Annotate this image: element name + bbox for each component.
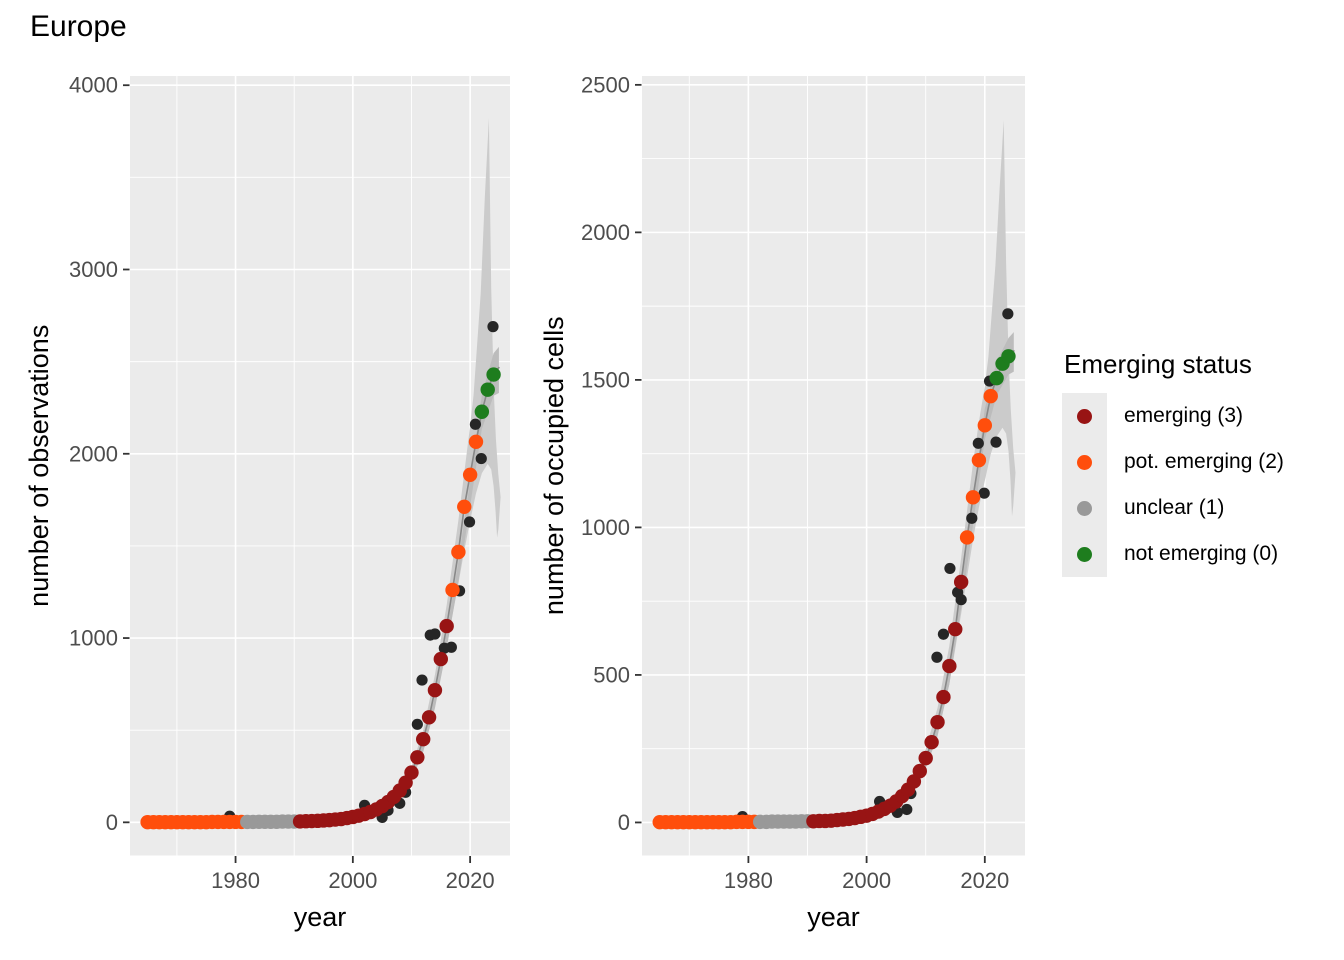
svg-text:1500: 1500 [581, 367, 630, 392]
legend-item-label: unclear (1) [1124, 496, 1225, 519]
legend-items: emerging (3) pot. emerging (2) unclear (1)… [1062, 393, 1344, 577]
fitted-points [652, 349, 1016, 830]
svg-text:1980: 1980 [211, 868, 260, 893]
y-axis: 0 1000 2000 3000 4000 number of observations [24, 73, 130, 835]
legend-item-label: pot. emerging (2) [1124, 450, 1284, 473]
legend-item-label: not emerging (0) [1124, 542, 1279, 565]
svg-text:3000: 3000 [69, 257, 118, 282]
svg-text:2020: 2020 [960, 868, 1009, 893]
panel-occupied-cells: 1980 2000 2020 year 0 500 1000 1500 2000 2500 numb… [539, 72, 1025, 932]
legend-item-unclear: unclear (1) [1062, 485, 1344, 531]
legend-item-pot-emerging: pot. emerging (2) [1062, 439, 1344, 485]
x-axis: 1980 2000 2020 year [724, 856, 1009, 932]
legend-item-not-emerging: not emerging (0) [1062, 531, 1344, 577]
plot-title: Europe [30, 10, 127, 43]
panel-observations: 1980 2000 2020 year 0 1000 2000 3000 4000 number … [24, 73, 510, 932]
legend-item-emerging: emerging (3) [1062, 393, 1344, 439]
x-axis: 1980 2000 2020 year [211, 856, 495, 932]
svg-text:2000: 2000 [842, 868, 891, 893]
svg-text:2500: 2500 [581, 72, 630, 97]
y-axis-title: number of occupied cells [539, 316, 569, 615]
svg-text:4000: 4000 [69, 73, 118, 98]
legend: Emerging status emerging (3) pot. emergin… [1062, 349, 1344, 577]
legend-key [1062, 531, 1107, 577]
svg-text:2000: 2000 [581, 220, 630, 245]
confidence-ribbon-outer [890, 120, 1016, 809]
svg-text:2000: 2000 [69, 441, 118, 466]
panel-background [642, 76, 1025, 856]
y-axis-title: number of observations [24, 325, 54, 607]
x-axis-title: year [294, 902, 347, 932]
svg-text:500: 500 [593, 662, 630, 687]
svg-text:0: 0 [106, 810, 118, 835]
legend-dot-icon [1077, 408, 1092, 424]
legend-item-label: emerging (3) [1124, 404, 1244, 427]
legend-key [1062, 485, 1107, 531]
svg-text:0: 0 [618, 810, 630, 835]
legend-key [1062, 393, 1107, 439]
legend-dot-icon [1077, 500, 1092, 516]
svg-text:1000: 1000 [69, 626, 118, 651]
y-axis: 0 500 1000 1500 2000 2500 number of occupied c… [539, 72, 642, 835]
legend-key [1062, 439, 1107, 485]
panel-background [130, 76, 510, 856]
legend-dot-icon [1077, 454, 1092, 470]
svg-text:1000: 1000 [581, 515, 630, 540]
svg-text:1980: 1980 [724, 868, 773, 893]
fitted-points [140, 367, 501, 830]
legend-title: Emerging status [1064, 349, 1252, 379]
svg-text:2000: 2000 [328, 868, 377, 893]
svg-text:2020: 2020 [446, 868, 495, 893]
x-axis-title: year [807, 902, 860, 932]
legend-dot-icon [1077, 546, 1092, 562]
